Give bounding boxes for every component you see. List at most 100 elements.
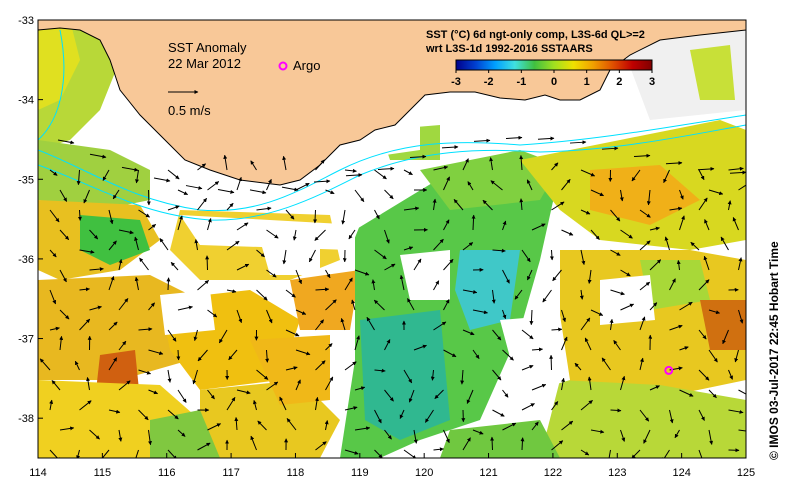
current-vector [135,169,139,184]
current-vector [341,209,346,225]
current-vector [374,368,386,373]
current-vector [292,229,297,241]
current-vector [697,166,715,171]
current-vector [315,441,327,451]
current-vector [313,209,318,224]
current-vector [256,369,269,380]
current-vector [639,240,651,251]
current-vector [49,326,60,331]
current-vector [354,269,370,276]
current-vector [134,276,139,291]
current-vector [409,154,427,159]
current-vector [285,329,300,337]
current-vector [374,169,387,180]
current-vector [133,449,139,458]
current-vector [443,219,450,231]
current-vector [561,229,574,236]
current-vector [728,409,744,414]
current-vector [669,324,683,331]
current-vector [49,399,54,411]
argo-legend-label: Argo [293,58,320,73]
colorbar [455,59,653,71]
current-vector [679,389,694,397]
x-tick-label: 124 [672,467,690,479]
current-vector [662,449,670,458]
current-vector [462,289,478,294]
current-vector [79,287,90,292]
current-vector [443,429,450,444]
current-vector [698,197,708,211]
current-vector [79,318,91,331]
current-vector [197,349,208,362]
current-vector [167,409,179,420]
current-vector [580,400,593,411]
current-vector [373,299,385,311]
current-vector [176,349,181,361]
current-vector [552,269,562,282]
current-vector [377,166,395,171]
current-vector [708,349,718,363]
current-vector [354,189,365,202]
current-vector [413,344,427,351]
current-vector [698,329,707,340]
current-vector [266,229,279,239]
current-vector [207,181,220,191]
current-vector [728,369,733,380]
current-vector [413,258,422,271]
current-vector [138,209,150,218]
current-vector [374,209,380,220]
current-vector [252,400,257,411]
current-vector [99,449,110,458]
current-vector [732,217,739,231]
current-vector [49,169,58,176]
current-vector [226,397,236,411]
current-vector [434,389,444,399]
current-vector [610,209,621,222]
current-vector [580,249,586,266]
current-vector [620,429,626,442]
current-vector [561,179,571,191]
current-vector [308,249,316,263]
current-vector [472,309,488,315]
current-vector [223,154,228,171]
current-vector [492,329,502,341]
current-vector [531,421,539,431]
longitude-axis: 114 115 116 117 118 119 120 121 122 123 124 125 [29,453,755,479]
current-vector [472,429,484,435]
current-vector [639,357,644,371]
current-vector [462,242,474,251]
current-vector [580,449,590,456]
current-vector [473,138,491,143]
current-vector [698,369,710,381]
current-vector [514,289,523,300]
current-vector [502,309,507,320]
current-vector [325,376,334,391]
current-vector [433,165,449,171]
current-vector [366,316,375,331]
current-vector [192,369,198,385]
current-vector [537,136,555,141]
current-vector [408,389,415,403]
current-vector [354,335,360,351]
current-vector [432,198,437,211]
current-vector [698,169,705,181]
current-vector [502,389,509,398]
current-vector [551,327,563,332]
current-vector [631,169,641,182]
current-vector [703,255,710,271]
current-vector [580,317,591,331]
current-vector [443,258,454,271]
current-vector [315,287,330,292]
current-vector [520,437,525,451]
current-vector [197,198,208,211]
current-vector [669,409,674,424]
colorbar-tick-label: 0 [551,76,557,88]
current-vector [351,299,356,311]
current-vector [413,429,418,444]
current-vector [505,135,523,140]
current-vector [344,449,359,455]
current-vector [371,279,376,291]
current-vector [490,436,495,451]
current-vector [679,346,689,351]
